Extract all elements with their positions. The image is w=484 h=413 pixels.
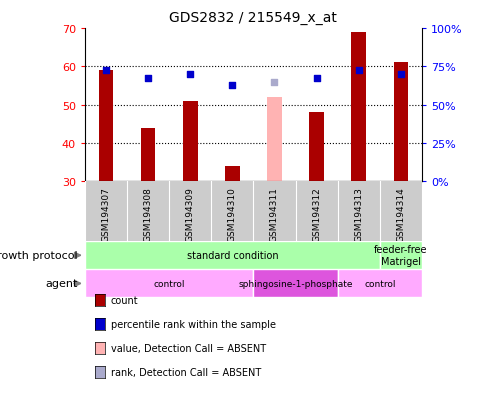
Bar [393, 63, 408, 182]
Text: percentile rank within the sample: percentile rank within the sample [110, 319, 275, 329]
Bar [253, 270, 337, 298]
Bar [379, 242, 421, 270]
Bar [98, 71, 113, 182]
Bar [182, 102, 197, 182]
Text: feeder-free
Matrigel: feeder-free Matrigel [373, 245, 427, 266]
Text: GSM194312: GSM194312 [312, 187, 320, 241]
Text: standard condition: standard condition [186, 251, 278, 261]
Point [270, 79, 278, 85]
Text: value, Detection Call = ABSENT: value, Detection Call = ABSENT [110, 343, 265, 353]
Text: GSM194309: GSM194309 [185, 187, 194, 241]
Text: control: control [363, 279, 395, 288]
Text: GSM194314: GSM194314 [395, 187, 405, 241]
Point [396, 71, 404, 78]
Bar [267, 97, 281, 182]
Text: GSM194307: GSM194307 [101, 187, 110, 241]
Text: GSM194311: GSM194311 [270, 187, 278, 241]
Point [354, 68, 362, 74]
Point [186, 71, 194, 78]
Point [102, 68, 109, 74]
Text: GSM194313: GSM194313 [353, 187, 363, 241]
Bar [337, 270, 421, 298]
Text: GSM194310: GSM194310 [227, 187, 236, 241]
Text: sphingosine-1-phosphate: sphingosine-1-phosphate [238, 279, 352, 288]
Bar [140, 128, 155, 182]
Text: GSM194308: GSM194308 [143, 187, 152, 241]
Point [144, 75, 151, 82]
Text: control: control [153, 279, 184, 288]
Bar [85, 242, 379, 270]
Text: growth protocol: growth protocol [0, 251, 77, 261]
Bar [309, 113, 323, 182]
Point [312, 75, 320, 82]
Bar [350, 33, 365, 182]
Point [228, 83, 236, 90]
Text: agent: agent [45, 279, 77, 289]
Text: rank, Detection Call = ABSENT: rank, Detection Call = ABSENT [110, 367, 260, 377]
Bar [225, 166, 239, 182]
Bar [85, 270, 253, 298]
Title: GDS2832 / 215549_x_at: GDS2832 / 215549_x_at [169, 11, 337, 25]
Text: count: count [110, 295, 138, 305]
